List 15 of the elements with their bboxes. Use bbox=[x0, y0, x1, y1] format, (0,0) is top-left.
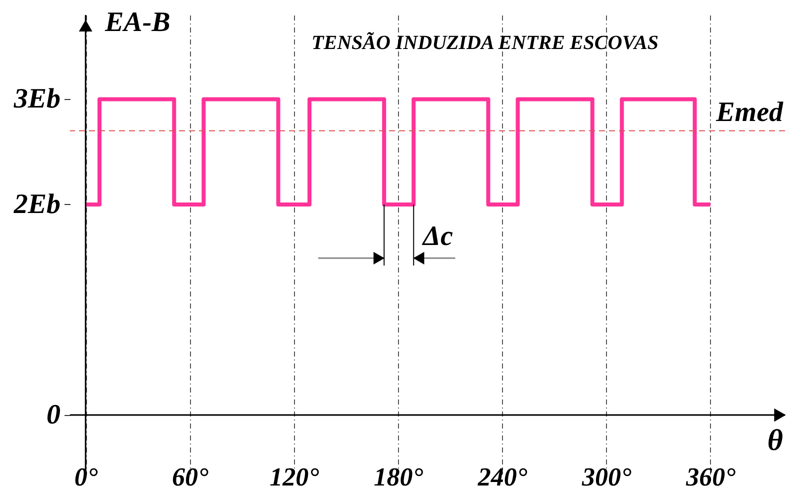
y-tick-label: 0 bbox=[46, 400, 60, 431]
text: TENSÃO INDUZIDA ENTRE ESCOVAS bbox=[312, 32, 658, 54]
y-axis-title: EA-B bbox=[104, 7, 170, 38]
x-tick-label: 300° bbox=[581, 462, 632, 492]
x-tick-label: 0° bbox=[74, 462, 98, 492]
y-tick-label: 2Eb bbox=[12, 188, 60, 220]
y-tick-label: 3Eb bbox=[12, 84, 60, 115]
ref-line-label: Emed bbox=[715, 96, 784, 128]
x-tick-label: 240° bbox=[476, 462, 528, 492]
x-tick-label: 60° bbox=[172, 462, 210, 492]
annotation: Δc bbox=[422, 221, 454, 252]
x-axis-title: θ bbox=[767, 424, 784, 458]
x-tick-label: 360° bbox=[685, 462, 736, 492]
x-tick-label: 120° bbox=[270, 462, 320, 492]
x-tick-label: 180° bbox=[374, 462, 424, 492]
